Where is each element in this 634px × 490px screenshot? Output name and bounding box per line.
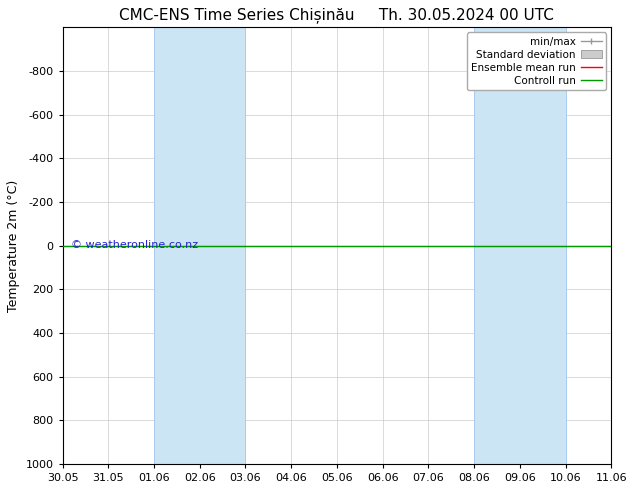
Y-axis label: Temperature 2m (°C): Temperature 2m (°C) [7,179,20,312]
Bar [154,27,245,464]
Legend: min/max, Standard deviation, Ensemble mean run, Controll run: min/max, Standard deviation, Ensemble me… [467,32,606,90]
Text: © weatheronline.co.nz: © weatheronline.co.nz [71,240,198,250]
Bar [474,27,566,464]
Title: CMC-ENS Time Series Chișinău     Th. 30.05.2024 00 UTC: CMC-ENS Time Series Chișinău Th. 30.05.2… [119,7,554,23]
